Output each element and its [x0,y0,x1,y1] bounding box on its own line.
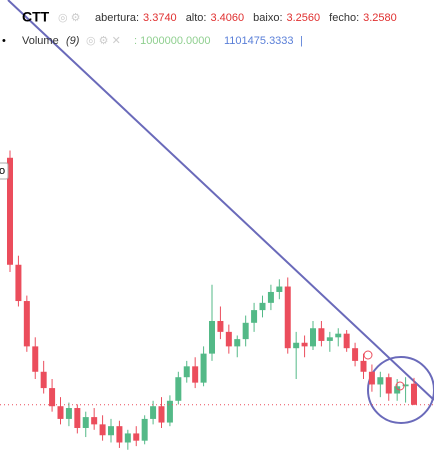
candle-body [301,342,308,347]
candle-body [318,328,325,341]
candle-body [377,377,384,385]
candle-body [267,291,274,303]
candle-body [57,406,64,419]
marker-text: o [0,165,5,177]
legend-value: 3.3740 [143,12,177,24]
candle-body [150,406,157,419]
legend-value: 3.2560 [287,12,321,24]
candle-body [200,353,207,383]
candle-body [192,366,199,383]
candle-body [217,320,224,332]
icons: ◎ ⚙ ✕ [86,35,121,47]
candle-body [368,371,375,385]
candle-body [108,426,114,436]
legend-value: 3.2580 [363,12,397,24]
candle-body [32,346,39,372]
candle-body [65,408,72,419]
candle-body [91,417,98,425]
candle-body [82,417,89,428]
legend-value: 3.4060 [210,12,244,24]
legend-label: fecho: [329,12,359,24]
legend-label: alto: [186,12,207,24]
candle-body [183,366,190,378]
candle-body [402,384,409,387]
candles [0,150,434,450]
touch-point [395,381,405,391]
chart-title: CTT [22,9,50,25]
candle-body [335,333,342,338]
highlight-circle [367,356,434,424]
candle-body [116,426,123,443]
candle-body [310,328,316,347]
candle-body [124,433,131,443]
legend-label: baixo: [253,12,282,24]
candle-body [385,377,392,394]
touch-point [363,350,373,360]
candle-body [133,433,140,441]
candle-body [259,302,266,311]
candle-body [175,377,182,401]
candle-body [411,383,417,405]
legend-label: abertura: [95,12,139,24]
volume-separator: | [300,35,303,47]
volume-value: 1101475.3333 [224,35,294,47]
trend-line [7,0,434,401]
candle-body [209,320,215,354]
candle-body [23,301,30,347]
volume-length: (9) [66,35,80,47]
volume-name: Volume [22,35,59,47]
candle-body [360,360,367,372]
candle-body [293,342,300,349]
legend: CTT ◎ ⚙ abertura: 3.3740 alto: 3.4060 baixo: 3.… [2,9,397,47]
candle-body [225,331,232,347]
candle-body [15,264,22,302]
candle-body [352,348,359,361]
candle-body [158,406,165,423]
candle-body [74,408,81,428]
candle-body [276,286,283,292]
candle-body [242,322,249,340]
candle-body [343,333,350,349]
candle-body [49,388,56,407]
candle-body [394,386,401,394]
candle-body [7,157,13,265]
marker-box [0,162,9,180]
volume-value: : 1000000.0000 [134,35,210,47]
bullet: • [2,35,6,47]
candle-body [141,418,148,441]
candle-body [99,424,106,436]
candle-body [284,286,291,349]
candle-body [234,339,241,347]
candle-body [40,371,47,389]
candle-body [251,310,258,323]
candle-body [326,337,333,341]
candle-body [166,400,173,423]
icons: ◎ ⚙ [58,12,81,24]
